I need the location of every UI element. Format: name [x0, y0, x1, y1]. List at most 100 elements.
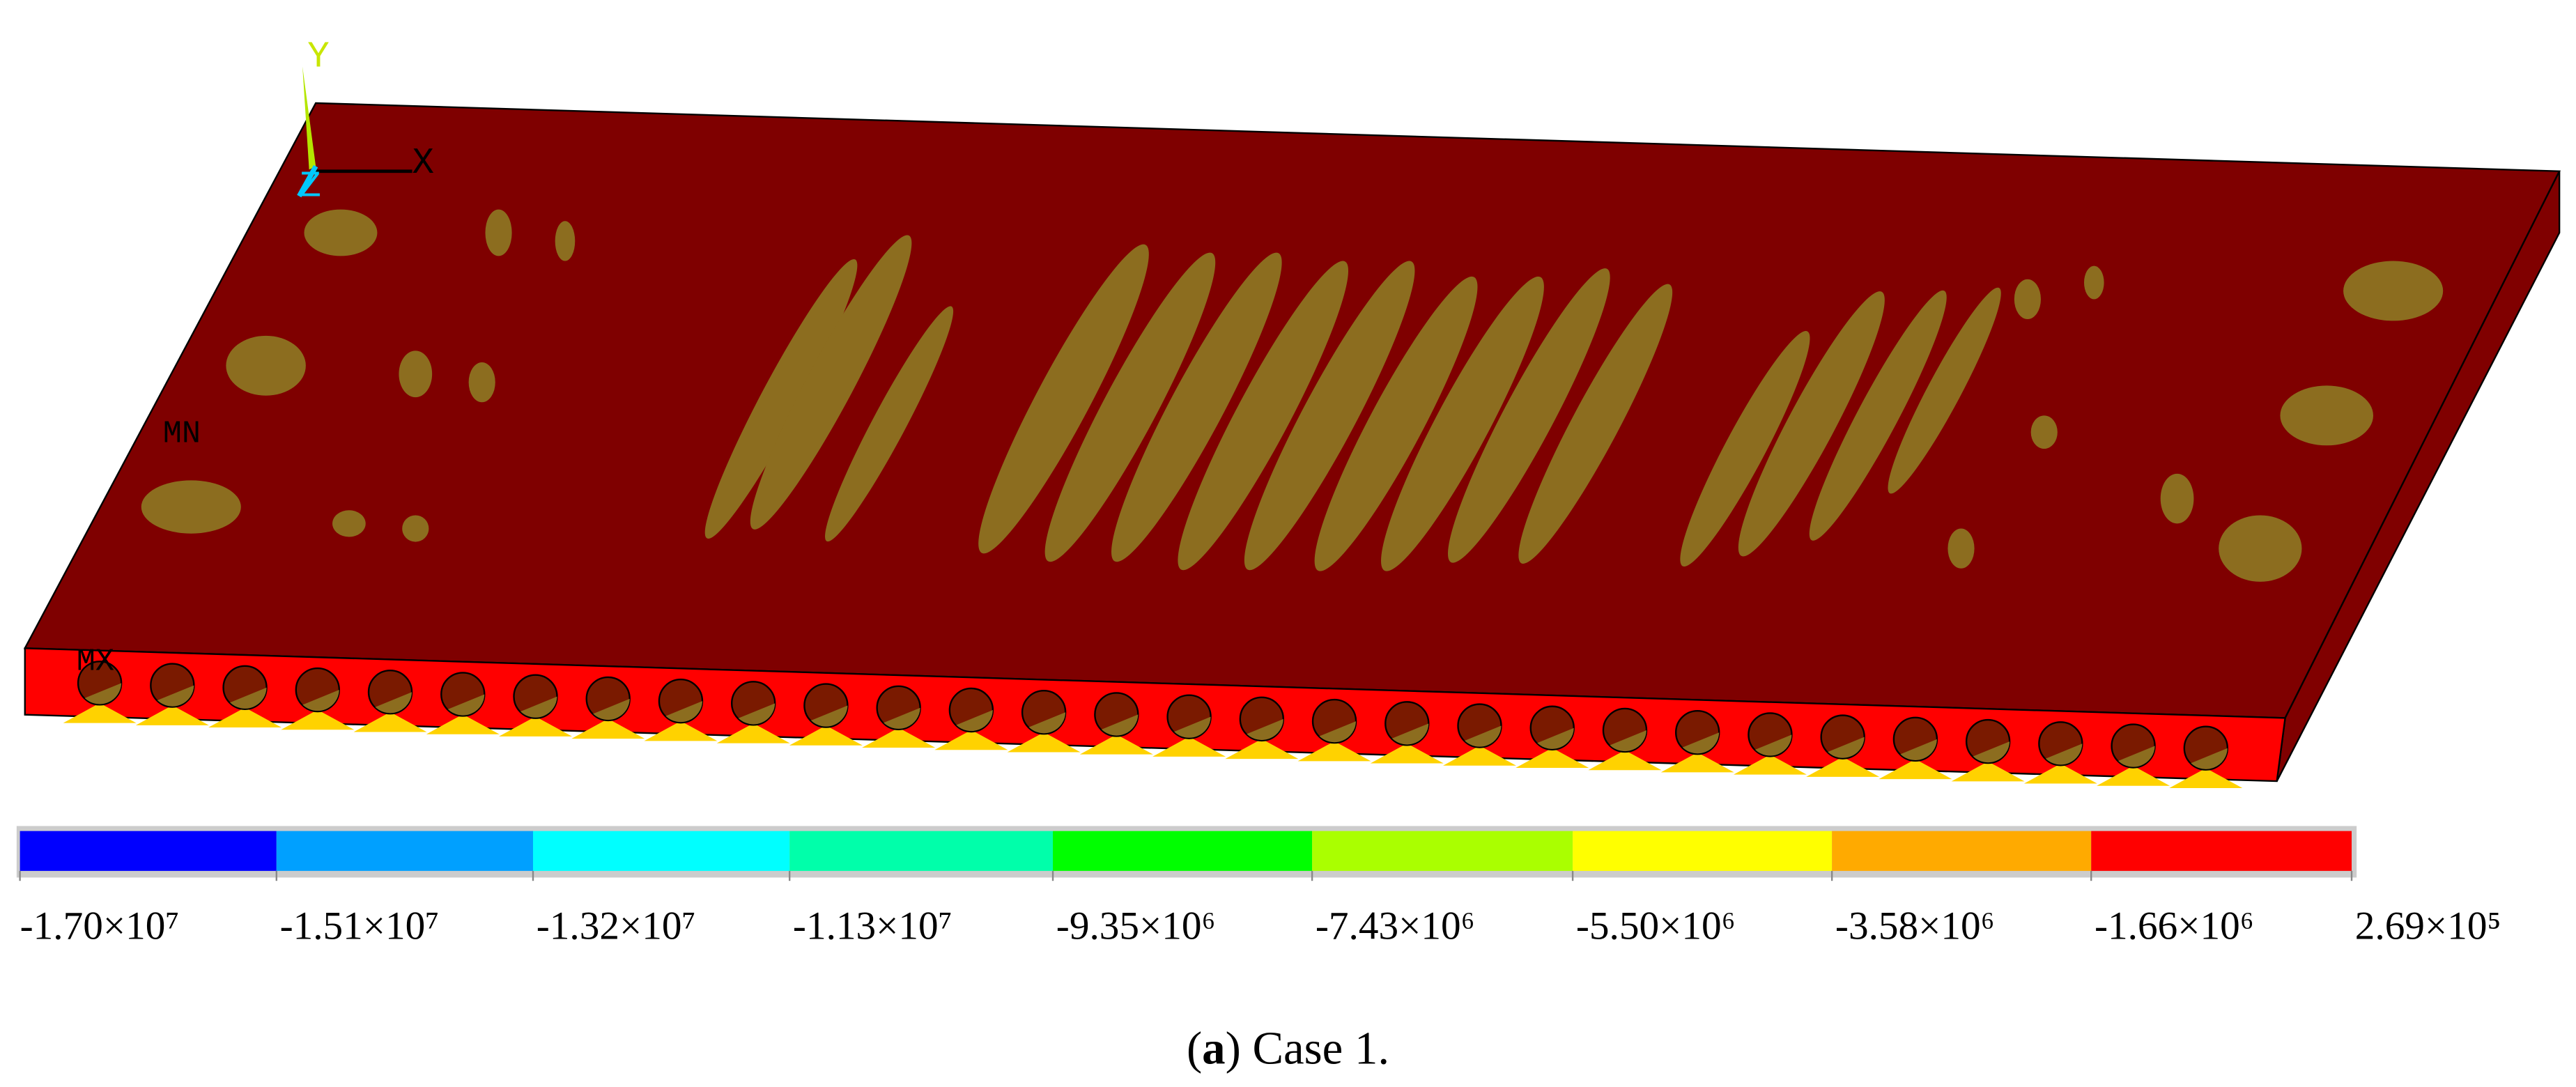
yellow-zone: [281, 709, 355, 730]
stress-patch: [1680, 331, 1810, 567]
z-axis-label: Z: [299, 166, 321, 208]
void-shade: [2045, 743, 2083, 765]
stress-patch: [2160, 473, 2194, 524]
void-shade: [375, 692, 412, 714]
yellow-zone: [499, 716, 572, 737]
yellow-zone: [208, 707, 282, 728]
colorbar-tick-label: 2.69×10⁵: [2355, 904, 2501, 948]
void-shade: [738, 703, 776, 725]
stress-patch: [399, 350, 433, 398]
stress-patch: [1809, 290, 1947, 541]
yellow-zone: [2023, 763, 2097, 784]
stress-patch: [2083, 265, 2104, 300]
stress-patch: [1244, 261, 1415, 571]
void-shade: [956, 709, 993, 732]
stress-patch: [825, 306, 954, 542]
yellow-zone: [1588, 750, 1662, 771]
void-shade: [810, 705, 848, 727]
void-shade: [447, 694, 485, 716]
stress-patch: [141, 480, 241, 534]
stress-patch: [1381, 276, 1544, 571]
yellow-zone: [1515, 748, 1589, 768]
stress-patch: [1044, 252, 1216, 562]
caption-text: ) Case 1.: [1226, 1023, 1389, 1074]
yellow-zone: [1733, 755, 1807, 775]
void-shade: [1828, 737, 1865, 758]
yellow-zone: [2097, 766, 2170, 786]
yellow-zone: [63, 702, 137, 723]
void-shade: [1247, 718, 1283, 740]
yellow-zone: [1007, 732, 1081, 753]
stress-patch: [2280, 385, 2374, 446]
void-shade: [1973, 741, 2010, 763]
void-shade: [2191, 748, 2228, 769]
void-shade: [2118, 746, 2155, 767]
colorbar-tick-label: -5.50×10⁶: [1576, 904, 1736, 948]
colorbar: -1.70×10⁷ -1.51×10⁷ -1.32×10⁷ -1.13×10⁷ -9.3…: [19, 831, 2501, 948]
colorbar-segment: [1832, 831, 2092, 871]
void-shade: [884, 707, 920, 729]
stress-patch: [1178, 261, 1349, 571]
void-shade: [1465, 725, 1502, 747]
void-shade: [1754, 734, 1792, 756]
stress-patch: [555, 221, 576, 261]
void-shade: [157, 685, 194, 707]
stress-patch: [402, 515, 429, 542]
stress-patch: [485, 209, 512, 256]
colorbar-segment: [789, 831, 1054, 871]
yellow-zone: [789, 725, 863, 746]
void-shade: [302, 690, 339, 711]
void-shade: [1537, 727, 1574, 749]
void-shade: [1174, 716, 1211, 738]
stress-patch: [332, 510, 366, 537]
yellow-zone: [1370, 743, 1444, 764]
colorbar-tick-label: -1.13×10⁷: [793, 904, 952, 948]
stress-patch: [226, 335, 306, 396]
stress-patch: [750, 235, 912, 530]
stress-patch: [1518, 284, 1673, 564]
stress-patch: [304, 209, 378, 256]
caption: (a) Case 1.: [1187, 1023, 1389, 1074]
void-shade: [1682, 732, 1720, 754]
min-label: MN: [163, 416, 201, 452]
yellow-zone: [2169, 768, 2243, 788]
yellow-zone: [1079, 734, 1153, 755]
void-shade: [520, 696, 557, 718]
caption-letter: a: [1202, 1023, 1225, 1074]
stress-patch: [704, 259, 858, 539]
yellow-zone: [1152, 737, 1226, 757]
colorbar-segment: [1312, 831, 1573, 871]
stress-patch: [978, 244, 1149, 554]
yellow-zone: [1297, 741, 1371, 762]
z-axis-arrow: [297, 164, 318, 198]
stress-patch: [1111, 252, 1282, 562]
yellow-zone: [1443, 746, 1516, 766]
colorbar-segment: [1573, 831, 1833, 871]
yellow-zone: [1806, 757, 1880, 777]
void-shade: [1610, 730, 1646, 752]
stress-patch: [1448, 268, 1610, 563]
stress-patch: [2219, 515, 2302, 582]
stress-patch: [2343, 261, 2444, 321]
void-shade: [1028, 712, 1066, 734]
void-holes: [63, 661, 2243, 788]
void-shade: [1319, 721, 1357, 743]
front-face: [24, 647, 2286, 783]
stress-patch: [1738, 291, 1885, 557]
x-axis-label: X: [412, 142, 435, 184]
stress-patch: [2014, 279, 2041, 320]
yellow-zone: [1951, 761, 2025, 782]
stress-patch: [468, 362, 495, 403]
void-shade: [230, 687, 267, 709]
yellow-zone: [1660, 752, 1734, 773]
yellow-zone: [571, 718, 645, 739]
yellow-zone: [135, 705, 209, 725]
yellow-zone: [934, 730, 1008, 750]
void-shade: [84, 683, 122, 704]
y-axis-label: Y: [307, 36, 329, 77]
yellow-zone: [426, 714, 500, 734]
yellow-zone: [1225, 739, 1299, 760]
colorbar-segment: [276, 831, 533, 871]
void-shade: [1900, 739, 1937, 760]
